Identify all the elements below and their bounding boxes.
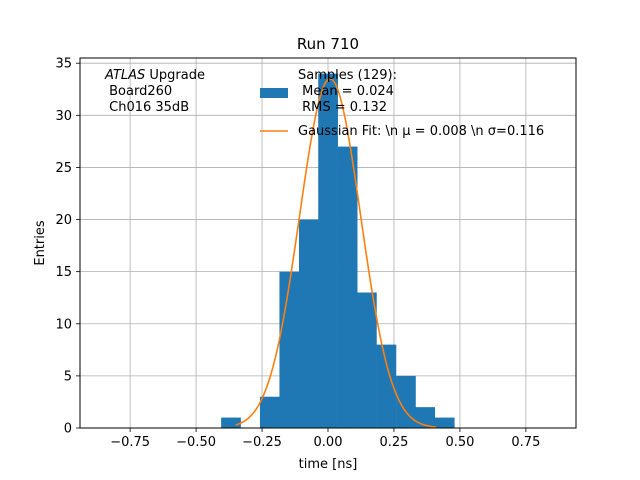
axis-ticks: −0.75 −0.50 −0.25 0.00 0.25 0.50 0.75 0 5 10 15 20 2… [55,57,540,450]
histogram-bar [279,271,300,428]
histogram-bar [259,396,280,428]
annotation-line: Ch016 35dB [105,100,189,115]
legend-label-fit: Gaussian Fit: \n μ = 0.008 \n σ=0.116 [298,124,544,139]
y-tick-label: 5 [64,369,72,384]
histogram-bar [357,292,377,428]
annotation-experiment: ATLAS [104,68,145,83]
y-tick-label: 35 [55,57,72,72]
y-tick-label: 30 [55,109,72,124]
x-tick-label: −0.50 [176,435,216,450]
x-axis-title: time [ns] [299,457,358,472]
y-tick-label: 15 [55,265,72,280]
y-tick-label: 20 [55,213,72,228]
legend-label-samples: Mean = 0.024 [298,84,394,99]
atlas-annotation: ATLAS Upgrade Board260 Ch016 35dB [104,68,205,115]
fit-curve [235,78,437,428]
x-tick-label: −0.25 [242,435,282,450]
histogram-bar [337,146,358,428]
legend-swatch-samples [260,88,288,98]
legend: Samples (129): Mean = 0.024 RMS = 0.132 G… [260,68,544,139]
legend-label-samples: Samples (129): [298,68,397,83]
x-tick-label: −0.75 [110,435,150,450]
y-tick-label: 0 [64,422,72,437]
x-tick-label: 0.00 [314,435,343,450]
gaussian-fit [235,78,437,428]
x-tick-label: 0.25 [379,435,408,450]
annotation-line: ATLAS Upgrade [104,68,205,83]
histogram-bar [376,344,397,428]
annotation-experiment-suffix: Upgrade [145,68,205,83]
histogram-bar [318,73,338,429]
y-axis-title: Entries [33,220,48,266]
x-tick-label: 0.75 [511,435,540,450]
histogram-bar [221,417,241,428]
histogram-bar [396,375,416,428]
x-tick-label: 0.50 [445,435,474,450]
y-tick-label: 10 [55,317,72,332]
y-tick-label: 25 [55,161,72,176]
annotation-line: Board260 [105,84,172,99]
histogram-bar [298,219,319,428]
histogram-bar [434,417,455,428]
legend-label-samples: RMS = 0.132 [298,100,387,115]
chart-title: Run 710 [297,35,359,53]
